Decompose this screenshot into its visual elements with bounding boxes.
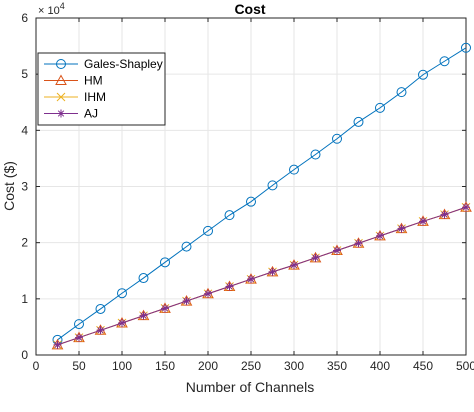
data-point-aj (96, 326, 105, 335)
data-point-aj (247, 275, 255, 284)
data-point-aj (333, 246, 341, 255)
y-axis-exponent-power: 4 (60, 1, 65, 11)
x-tick-label: 450 (413, 359, 433, 373)
x-tick-label: 250 (241, 359, 261, 373)
x-tick-label: 200 (198, 359, 218, 373)
data-point-aj (376, 231, 384, 240)
data-point-aj (53, 340, 62, 349)
y-axis-exponent: × 104 (38, 1, 65, 17)
y-tick-label: 0 (21, 348, 28, 362)
y-tick-label: 5 (21, 67, 28, 81)
legend-marker-hm (55, 74, 67, 85)
data-point-aj (75, 333, 83, 342)
legend-item-aj: AJ (44, 107, 98, 121)
y-axis-label: Cost ($) (1, 161, 17, 211)
legend-label: IHM (84, 90, 106, 104)
legend: Gales-Shapley HM IHM AJ (37, 52, 166, 126)
y-tick-label: 3 (21, 180, 28, 194)
x-axis: 0 50 100 150 200 250 300 350 400 450 500 (33, 18, 474, 373)
data-point-gales-shapley (203, 225, 213, 236)
chart-title: Cost (234, 1, 265, 17)
series-layer (51, 42, 472, 350)
y-tick-label: 2 (21, 236, 28, 250)
y-tick-label: 6 (21, 11, 28, 25)
y-axis: 0 1 2 3 4 5 6 (21, 11, 466, 362)
data-point-gales-shapley (138, 273, 149, 284)
data-point-aj (419, 217, 427, 226)
data-point-aj (311, 253, 320, 262)
data-point-aj (139, 311, 148, 320)
data-point-gales-shapley (74, 319, 84, 330)
data-point-aj (204, 289, 212, 298)
data-point-aj (118, 318, 126, 327)
legend-marker-aj (57, 109, 65, 118)
data-point-aj (225, 282, 234, 291)
data-point-gales-shapley (95, 303, 106, 314)
x-tick-label: 400 (370, 359, 390, 373)
data-point-gales-shapley (117, 288, 127, 299)
legend-item-ihm: IHM (44, 90, 106, 104)
x-axis-label: Number of Channels (186, 379, 314, 395)
legend-label: Gales-Shapley (84, 57, 163, 71)
data-point-aj (462, 203, 470, 212)
data-point-aj (268, 267, 277, 276)
data-point-aj (354, 239, 363, 248)
data-point-aj (182, 297, 191, 306)
data-point-gales-shapley (396, 87, 407, 98)
x-tick-label: 0 (33, 359, 40, 373)
y-tick-label: 1 (21, 292, 28, 306)
legend-marker-gales-shapley (56, 59, 66, 69)
data-point-gales-shapley (461, 42, 471, 53)
x-tick-label: 300 (284, 359, 304, 373)
legend-marker-ihm (56, 92, 66, 102)
data-point-gales-shapley (418, 69, 428, 80)
data-point-gales-shapley (310, 149, 321, 160)
x-tick-label: 50 (72, 359, 86, 373)
data-point-gales-shapley (160, 257, 170, 268)
x-tick-label: 350 (327, 359, 347, 373)
series-line-aj (57, 206, 467, 346)
data-point-gales-shapley (246, 196, 256, 207)
legend-label: HM (84, 74, 103, 88)
x-tick-label: 100 (112, 359, 132, 373)
data-point-aj (290, 261, 298, 270)
data-point-gales-shapley (181, 241, 192, 252)
data-point-aj (397, 224, 406, 233)
data-point-gales-shapley (289, 164, 299, 175)
x-tick-label: 500 (456, 359, 474, 373)
series-gales-shapley (52, 42, 471, 345)
y-axis-exponent-base: × 10 (38, 5, 60, 17)
y-tick-label: 4 (21, 123, 28, 137)
legend-label: AJ (84, 107, 98, 121)
data-point-gales-shapley (353, 116, 364, 127)
legend-item-gales-shapley: Gales-Shapley (44, 57, 163, 71)
data-point-gales-shapley (439, 56, 450, 67)
data-point-aj (440, 210, 449, 219)
data-point-gales-shapley (375, 102, 385, 113)
data-point-gales-shapley (224, 210, 235, 221)
data-point-aj (161, 304, 169, 313)
x-tick-label: 150 (155, 359, 175, 373)
data-point-gales-shapley (267, 180, 278, 191)
legend-item-hm: HM (44, 74, 103, 88)
data-point-gales-shapley (332, 133, 342, 144)
series-aj (53, 203, 470, 349)
